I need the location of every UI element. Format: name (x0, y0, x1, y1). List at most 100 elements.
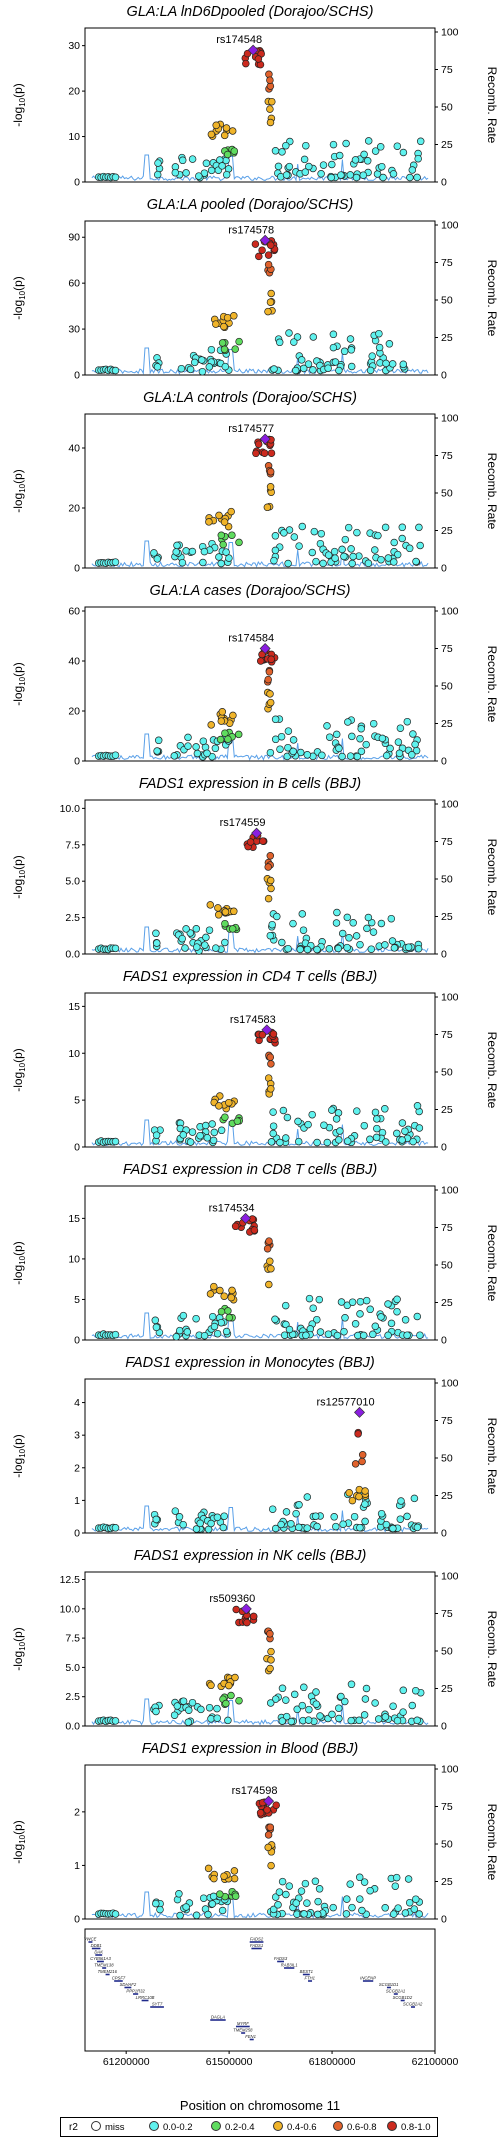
snp-point (413, 1523, 422, 1532)
snp-point (192, 1525, 201, 1533)
snp-point (230, 1867, 239, 1875)
snp-point (176, 1911, 184, 1920)
lead-snp-marker (259, 433, 271, 445)
snp-point (356, 1297, 365, 1306)
snp-point (212, 320, 220, 328)
snp-point (111, 944, 120, 953)
snp-point (266, 1699, 275, 1707)
y2-tick-label: 25 (441, 718, 453, 730)
snp-point (409, 730, 417, 738)
snp-point (175, 1890, 183, 1898)
y-tick-label: 10.0 (60, 803, 81, 815)
y-axis-label: -log10(p) (11, 855, 27, 899)
snp-point (264, 251, 273, 259)
snp-point (271, 715, 280, 724)
snp-point (332, 1115, 341, 1123)
recomb-rate-line (91, 1119, 429, 1147)
snp-point (413, 1716, 421, 1725)
snp-point (378, 734, 387, 743)
snp-point (205, 926, 214, 934)
snp-point (179, 1520, 187, 1529)
snp-point (398, 523, 407, 532)
snp-point (178, 156, 187, 165)
snp-point (413, 1312, 422, 1321)
snp-point (301, 168, 310, 176)
y2-tick-label: 100 (441, 992, 459, 1004)
snp-point (291, 366, 300, 375)
legend-item-r2-02-04: 0.2-0.4 (211, 2121, 255, 2135)
y2-tick-label: 100 (441, 1185, 459, 1197)
snp-point (266, 1823, 275, 1832)
y2-tick-label: 50 (441, 295, 453, 307)
snp-point (270, 365, 278, 373)
snp-point (356, 1310, 364, 1318)
y2-axis-label: Recomb. Rate (485, 1804, 499, 1881)
snp-point (266, 241, 275, 249)
snp-point (342, 1910, 351, 1918)
snp-point (332, 919, 341, 927)
gene-label: FTH1 (305, 1976, 315, 1981)
y-tick-label: 0 (74, 1914, 80, 1926)
lead-snp-label: rs174534 (209, 1202, 255, 1214)
snp-point (373, 1115, 381, 1123)
snp-point (299, 364, 308, 373)
snp-point (373, 1124, 381, 1133)
y2-tick-label: 0 (441, 1335, 447, 1347)
lead-snp-label: rs174548 (216, 34, 262, 46)
snp-point (264, 1831, 273, 1839)
snp-point (264, 307, 272, 316)
snp-point (254, 440, 263, 448)
snp-point (362, 1296, 371, 1305)
snp-point (414, 944, 423, 953)
snp-point (356, 1895, 364, 1903)
legend-swatch-08-10 (387, 2121, 397, 2132)
snp-point (351, 1320, 360, 1328)
snp-point (285, 1882, 294, 1890)
snp-point (357, 724, 365, 733)
snp-point (325, 945, 334, 953)
snp-point (218, 339, 227, 347)
x-axis-label: Position on chromosome 11 (179, 2098, 341, 2113)
snp-point (282, 1712, 291, 1721)
legend-swatch-06-08 (333, 2121, 343, 2132)
snp-point (170, 1711, 179, 1719)
snp-point (366, 1305, 374, 1314)
snp-point (210, 1282, 218, 1291)
snp-point (267, 289, 275, 298)
snp-point (340, 347, 349, 356)
panel-title: FADS1 expression in CD4 T cells (BBJ) (122, 969, 378, 985)
snp-point (309, 333, 318, 341)
legend-swatch-04-06 (273, 2121, 283, 2132)
snp-point (404, 943, 413, 951)
snp-point (345, 934, 353, 942)
snp-point (323, 1138, 332, 1147)
snp-point (366, 1886, 374, 1895)
snp-point (413, 1102, 422, 1110)
snp-point (403, 1331, 411, 1339)
y-tick-label: 30 (68, 324, 80, 336)
snp-point (348, 1903, 356, 1912)
snp-point (234, 730, 243, 739)
snp-point (310, 527, 319, 536)
snp-point (213, 1704, 221, 1713)
snp-point (230, 312, 238, 320)
y2-tick-label: 75 (441, 64, 453, 76)
snp-point (414, 154, 422, 163)
y-tick-label: 0 (74, 1142, 80, 1154)
snp-point (369, 719, 378, 728)
snp-point (212, 121, 220, 130)
snp-point (231, 1673, 239, 1682)
snp-point (207, 1715, 215, 1723)
regional-plot-2: GLA:LA pooled (Dorajoo/SCHS) 0 30 60 90 0 25 50… (0, 195, 500, 388)
snp-point (314, 1897, 322, 1906)
snp-point (363, 924, 371, 933)
y-axis-label: -log10(p) (11, 276, 27, 320)
lead-snp-label: rs174578 (228, 224, 274, 236)
snp-point (344, 718, 352, 726)
panel-title: FADS1 expression in Blood (BBJ) (141, 1741, 359, 1757)
y-tick-label: 1 (74, 1860, 80, 1872)
snp-point (312, 1700, 321, 1708)
y2-tick-label: 0 (441, 1914, 447, 1926)
snp-point (393, 550, 402, 559)
snp-point (216, 735, 225, 744)
